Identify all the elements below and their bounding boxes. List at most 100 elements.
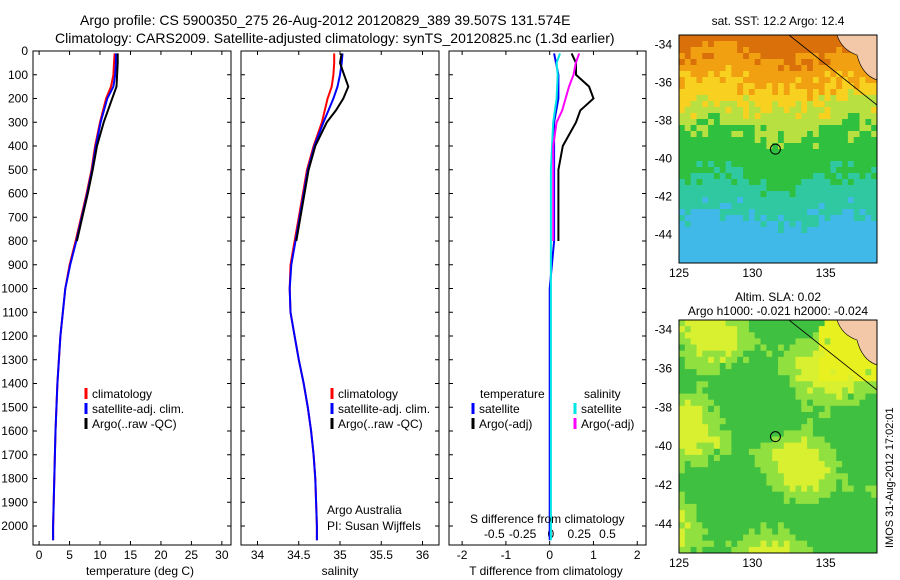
map-cell xyxy=(859,412,866,419)
map-cell xyxy=(748,257,756,263)
map-cell xyxy=(789,239,796,246)
map-cell xyxy=(684,399,692,407)
map-cell xyxy=(830,257,837,263)
map-cell xyxy=(754,436,762,444)
map-cell xyxy=(684,149,692,156)
map-cell xyxy=(830,491,837,499)
map-cell xyxy=(783,369,791,376)
map-cell xyxy=(812,534,820,542)
map-cell xyxy=(766,516,773,523)
map-cell xyxy=(690,233,697,240)
map-cell xyxy=(778,442,785,450)
map-cell xyxy=(713,528,721,536)
map-cell xyxy=(743,101,750,108)
map-cell xyxy=(795,491,802,499)
map-cell xyxy=(731,179,738,186)
map-cell xyxy=(708,197,715,204)
map-cell xyxy=(719,534,727,542)
map-cell xyxy=(859,387,866,395)
map-cell xyxy=(807,362,814,370)
map-cell xyxy=(725,540,732,548)
map-cell xyxy=(731,137,738,144)
map-cell xyxy=(679,381,686,388)
map-cell xyxy=(731,107,738,114)
map-cell xyxy=(713,77,721,84)
map-cell xyxy=(801,167,808,174)
map-cell xyxy=(743,381,750,388)
map-cell xyxy=(708,173,715,180)
map-cell xyxy=(807,430,814,438)
map-cell xyxy=(853,412,861,419)
map-cell xyxy=(696,356,703,364)
map-cell xyxy=(725,35,732,42)
map-cell xyxy=(713,436,721,444)
map-cell xyxy=(754,320,762,327)
map-cell xyxy=(684,35,692,42)
map-cell xyxy=(871,239,877,246)
map-cell xyxy=(713,491,721,499)
credit-label: IMOS 31-Aug-2012 17:02:01 xyxy=(884,407,896,548)
map-cell xyxy=(783,101,791,108)
map-cell xyxy=(713,369,721,376)
map-cell xyxy=(708,41,715,48)
map-cell xyxy=(795,393,802,401)
map-cell xyxy=(807,137,814,144)
map-cell xyxy=(690,155,697,162)
map-cell xyxy=(690,412,697,419)
map-cell xyxy=(743,362,750,370)
map-cell xyxy=(847,510,855,517)
map-cell xyxy=(772,387,779,395)
map-cell xyxy=(737,101,744,108)
map-cell xyxy=(731,497,738,505)
map-cell xyxy=(830,424,837,431)
map-cell xyxy=(859,149,866,156)
map-cell xyxy=(743,418,750,425)
map-cell xyxy=(783,387,791,395)
map-cell xyxy=(719,101,727,108)
map-cell xyxy=(824,510,831,517)
map-cell xyxy=(853,95,861,102)
map-cell xyxy=(719,257,727,263)
map-cell xyxy=(684,338,692,346)
map-cell xyxy=(812,540,820,548)
map-cell xyxy=(754,101,762,108)
map-cell xyxy=(778,89,785,96)
map-cell xyxy=(783,497,791,505)
map-cell xyxy=(690,418,697,425)
map-cell xyxy=(783,149,791,156)
map-cell xyxy=(783,448,791,456)
map-cell xyxy=(684,503,692,511)
map-cell xyxy=(684,491,692,499)
map-cell xyxy=(760,239,767,246)
map-cell xyxy=(708,479,715,487)
map-cell xyxy=(766,173,773,180)
map-cell xyxy=(708,209,715,216)
map-cell xyxy=(847,467,855,474)
map-cell xyxy=(713,119,721,126)
map-cell xyxy=(795,399,802,407)
map-cell xyxy=(847,485,855,493)
map-cell xyxy=(871,399,877,407)
map-cell xyxy=(778,227,785,234)
map-cell xyxy=(772,71,779,78)
map-cell xyxy=(684,233,692,240)
map-cell xyxy=(754,479,762,487)
map-cell xyxy=(684,442,692,450)
map-cell xyxy=(789,454,796,462)
map-cell xyxy=(690,399,697,407)
map-cell xyxy=(807,215,814,222)
map-cell xyxy=(684,191,692,198)
map-cell xyxy=(824,89,831,96)
map-cell xyxy=(708,350,715,358)
legend-label: satellite-adj. clim. xyxy=(92,402,184,416)
map-cell xyxy=(865,491,872,499)
map-cell xyxy=(783,59,791,66)
map-cell xyxy=(865,233,872,240)
map-cell xyxy=(713,41,721,48)
map-cell xyxy=(783,251,791,258)
map-cell xyxy=(772,320,779,327)
map-cell xyxy=(743,149,750,156)
map-cell xyxy=(748,251,756,258)
map-cell xyxy=(859,77,866,84)
map-cell xyxy=(766,35,773,42)
